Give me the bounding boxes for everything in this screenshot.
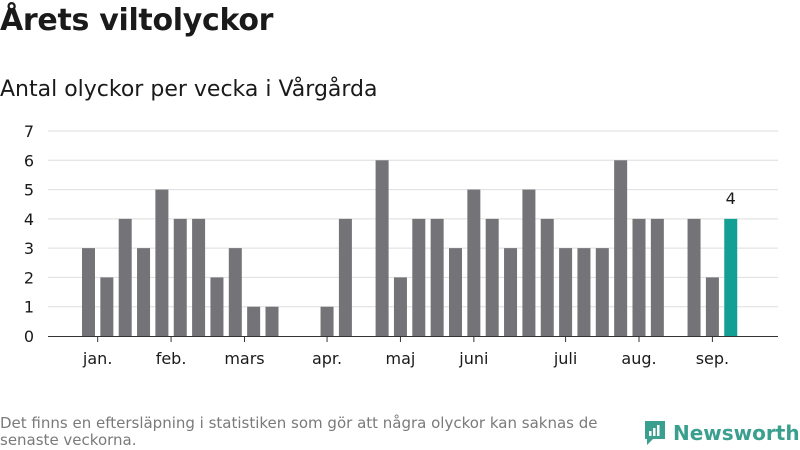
- bar: [449, 248, 462, 336]
- bar: [504, 248, 518, 336]
- y-tick-label: 6: [24, 151, 34, 170]
- bar: [705, 277, 719, 336]
- bar: [155, 189, 169, 336]
- x-tick-label: juni: [458, 349, 488, 368]
- x-tick-label: jan.: [82, 349, 112, 368]
- x-tick-label: sep.: [696, 349, 729, 368]
- chart-title: Årets viltolyckor: [0, 3, 274, 38]
- bar: [614, 160, 628, 336]
- y-tick-label: 5: [24, 181, 34, 200]
- bar: [632, 218, 646, 336]
- bar: [595, 248, 609, 336]
- bar: [320, 306, 334, 336]
- bar-chart: 0 1 2 3 4 5 6 7 4 jan. feb. mars apr. maj juni juli aug.…: [24, 122, 778, 368]
- bar: [118, 218, 132, 336]
- y-tick-label: 0: [24, 327, 34, 346]
- x-tick-label: maj: [386, 349, 416, 368]
- x-tick-label: mars: [224, 349, 264, 368]
- bar: [100, 277, 114, 336]
- newsworthy-logo-icon: [645, 421, 665, 445]
- data-label: 4: [726, 189, 736, 208]
- bar: [338, 218, 352, 336]
- y-tick-label: 2: [24, 268, 34, 287]
- bar: [687, 218, 701, 336]
- chart-subtitle: Antal olyckor per vecka i Vårgårda: [0, 77, 378, 102]
- bar: [173, 218, 187, 336]
- bar: [430, 218, 444, 336]
- bar: [393, 277, 407, 336]
- highlight-bar: [724, 218, 738, 336]
- y-tick-label: 4: [24, 210, 34, 229]
- footnote: Det finns en eftersläpning i statistiken…: [0, 414, 598, 449]
- bar: [192, 218, 206, 336]
- y-tick-label: 3: [24, 239, 34, 258]
- y-tick-label: 7: [24, 122, 34, 141]
- y-tick-label: 1: [24, 298, 34, 317]
- bar: [412, 218, 426, 336]
- bar: [210, 277, 224, 336]
- bar: [650, 218, 664, 336]
- bar: [485, 218, 499, 336]
- x-tick-label: aug.: [621, 349, 656, 368]
- bar: [137, 248, 151, 336]
- bar: [375, 160, 389, 336]
- bar: [467, 189, 481, 336]
- bar: [228, 248, 242, 336]
- bar: [247, 306, 261, 336]
- bar: [265, 306, 279, 336]
- bar: [577, 248, 591, 336]
- brand-name: Newsworthy: [673, 421, 800, 445]
- x-tick-label: feb.: [156, 349, 187, 368]
- x-tick-label: apr.: [312, 349, 342, 368]
- bar: [559, 248, 573, 336]
- bar: [540, 218, 554, 336]
- brand[interactable]: Newsworthy: [643, 419, 800, 447]
- bar: [522, 189, 536, 336]
- x-tick-label: juli: [553, 349, 577, 368]
- bar: [82, 248, 95, 336]
